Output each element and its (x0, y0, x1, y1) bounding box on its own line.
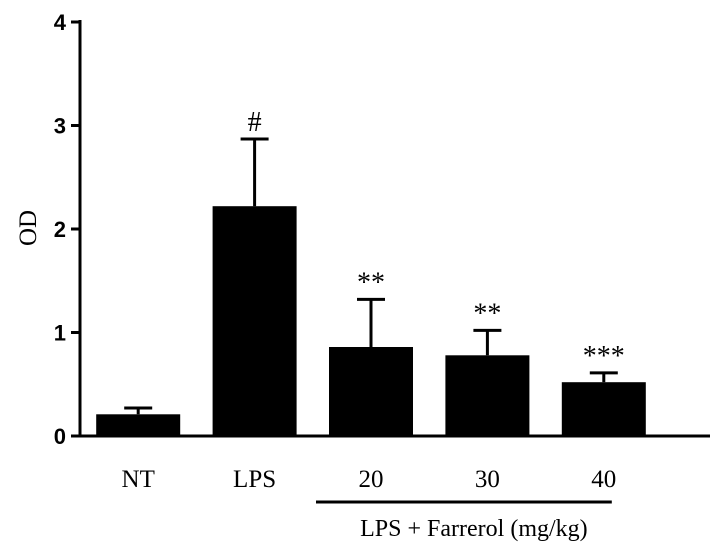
y-tick-label-4: 4 (54, 10, 67, 35)
category-label-30: 30 (475, 466, 500, 493)
bars-group (96, 206, 646, 436)
bar-40 (561, 382, 646, 436)
bar-nt (96, 414, 181, 436)
bar-30 (445, 355, 530, 436)
y-tick-label-2: 2 (54, 217, 66, 242)
category-label-40: 40 (591, 466, 616, 493)
category-label-lps: LPS (233, 466, 276, 493)
y-tick-label-3: 3 (54, 114, 66, 139)
significance-label-3: ** (473, 298, 501, 329)
error-bars-group (124, 137, 618, 415)
axes-group (71, 20, 710, 504)
group-label: LPS + Farrerol (mg/kg) (360, 516, 588, 542)
significance-label-2: ** (357, 267, 385, 298)
bar-lps (212, 206, 297, 436)
category-label-nt: NT (122, 466, 155, 493)
significance-label-1: # (248, 107, 262, 138)
y-tick-label-1: 1 (54, 321, 66, 346)
y-axis-title: OD (15, 210, 42, 246)
bar-20 (329, 347, 413, 436)
labels-group: NT # LPS ** 20 ** 30 *** 40 0 1 2 3 4 OD LPS + Farrerol… (15, 10, 625, 542)
category-label-20: 20 (359, 466, 384, 493)
significance-label-4: *** (583, 341, 625, 372)
y-tick-label-0: 0 (54, 424, 66, 449)
